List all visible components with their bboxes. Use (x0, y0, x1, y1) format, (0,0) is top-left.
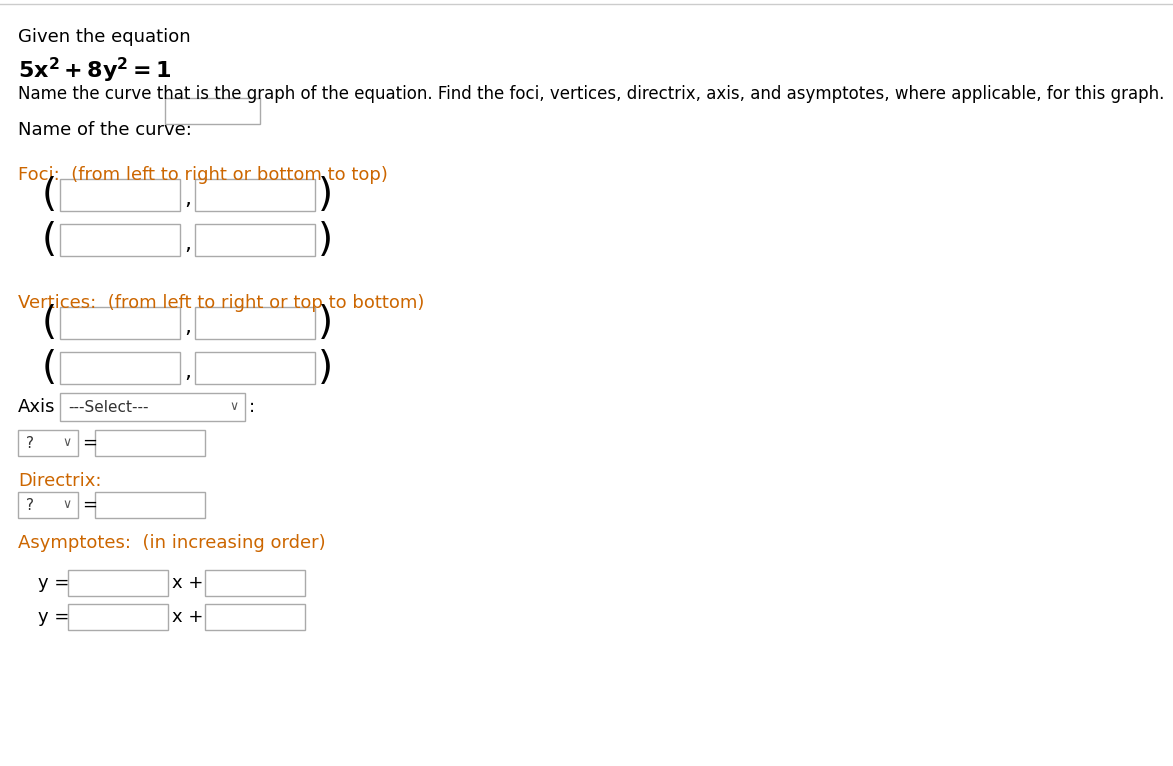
Text: Name the curve that is the graph of the equation. Find the foci, vertices, direc: Name the curve that is the graph of the … (18, 85, 1165, 103)
FancyBboxPatch shape (95, 430, 205, 456)
Text: Given the equation: Given the equation (18, 28, 191, 46)
Text: ?: ? (26, 436, 34, 450)
Text: ?: ? (26, 497, 34, 512)
FancyBboxPatch shape (195, 179, 316, 211)
Text: (: ( (42, 221, 57, 259)
FancyBboxPatch shape (68, 570, 168, 596)
Text: ): ) (318, 176, 333, 214)
FancyBboxPatch shape (60, 179, 179, 211)
FancyBboxPatch shape (205, 604, 305, 630)
Text: ---Select---: ---Select--- (68, 400, 149, 414)
Text: Name of the curve:: Name of the curve: (18, 121, 192, 139)
Text: Vertices:  (from left to right or top to bottom): Vertices: (from left to right or top to … (18, 294, 425, 312)
Text: ,: , (184, 362, 191, 382)
Text: Axis: Axis (18, 398, 55, 416)
Text: x +: x + (172, 574, 203, 592)
Text: :: : (249, 398, 255, 416)
FancyBboxPatch shape (60, 224, 179, 256)
FancyBboxPatch shape (195, 224, 316, 256)
Text: Asymptotes:  (in increasing order): Asymptotes: (in increasing order) (18, 534, 326, 552)
FancyBboxPatch shape (60, 352, 179, 384)
Text: ∨: ∨ (229, 401, 238, 414)
FancyBboxPatch shape (195, 352, 316, 384)
FancyBboxPatch shape (205, 570, 305, 596)
Text: =: = (82, 434, 97, 452)
Text: Directrix:: Directrix: (18, 472, 102, 490)
FancyBboxPatch shape (95, 492, 205, 518)
Text: (: ( (42, 176, 57, 214)
FancyBboxPatch shape (60, 307, 179, 339)
FancyBboxPatch shape (18, 430, 77, 456)
Text: y =: y = (38, 608, 69, 626)
FancyBboxPatch shape (60, 393, 245, 421)
FancyBboxPatch shape (195, 307, 316, 339)
Text: ): ) (318, 304, 333, 342)
Text: ,: , (184, 317, 191, 337)
Text: =: = (82, 496, 97, 514)
Text: (: ( (42, 349, 57, 387)
FancyBboxPatch shape (18, 492, 77, 518)
FancyBboxPatch shape (68, 604, 168, 630)
FancyBboxPatch shape (165, 98, 260, 124)
Text: x +: x + (172, 608, 203, 626)
Text: (: ( (42, 304, 57, 342)
Text: ,: , (184, 234, 191, 254)
Text: $\mathbf{5x^2 + 8y^2 = 1}$: $\mathbf{5x^2 + 8y^2 = 1}$ (18, 56, 171, 85)
Text: ∨: ∨ (62, 499, 72, 512)
Text: ): ) (318, 349, 333, 387)
Text: ∨: ∨ (62, 437, 72, 450)
Text: ): ) (318, 221, 333, 259)
Text: ,: , (184, 189, 191, 209)
Text: y =: y = (38, 574, 69, 592)
Text: Foci:  (from left to right or bottom to top): Foci: (from left to right or bottom to t… (18, 166, 388, 184)
